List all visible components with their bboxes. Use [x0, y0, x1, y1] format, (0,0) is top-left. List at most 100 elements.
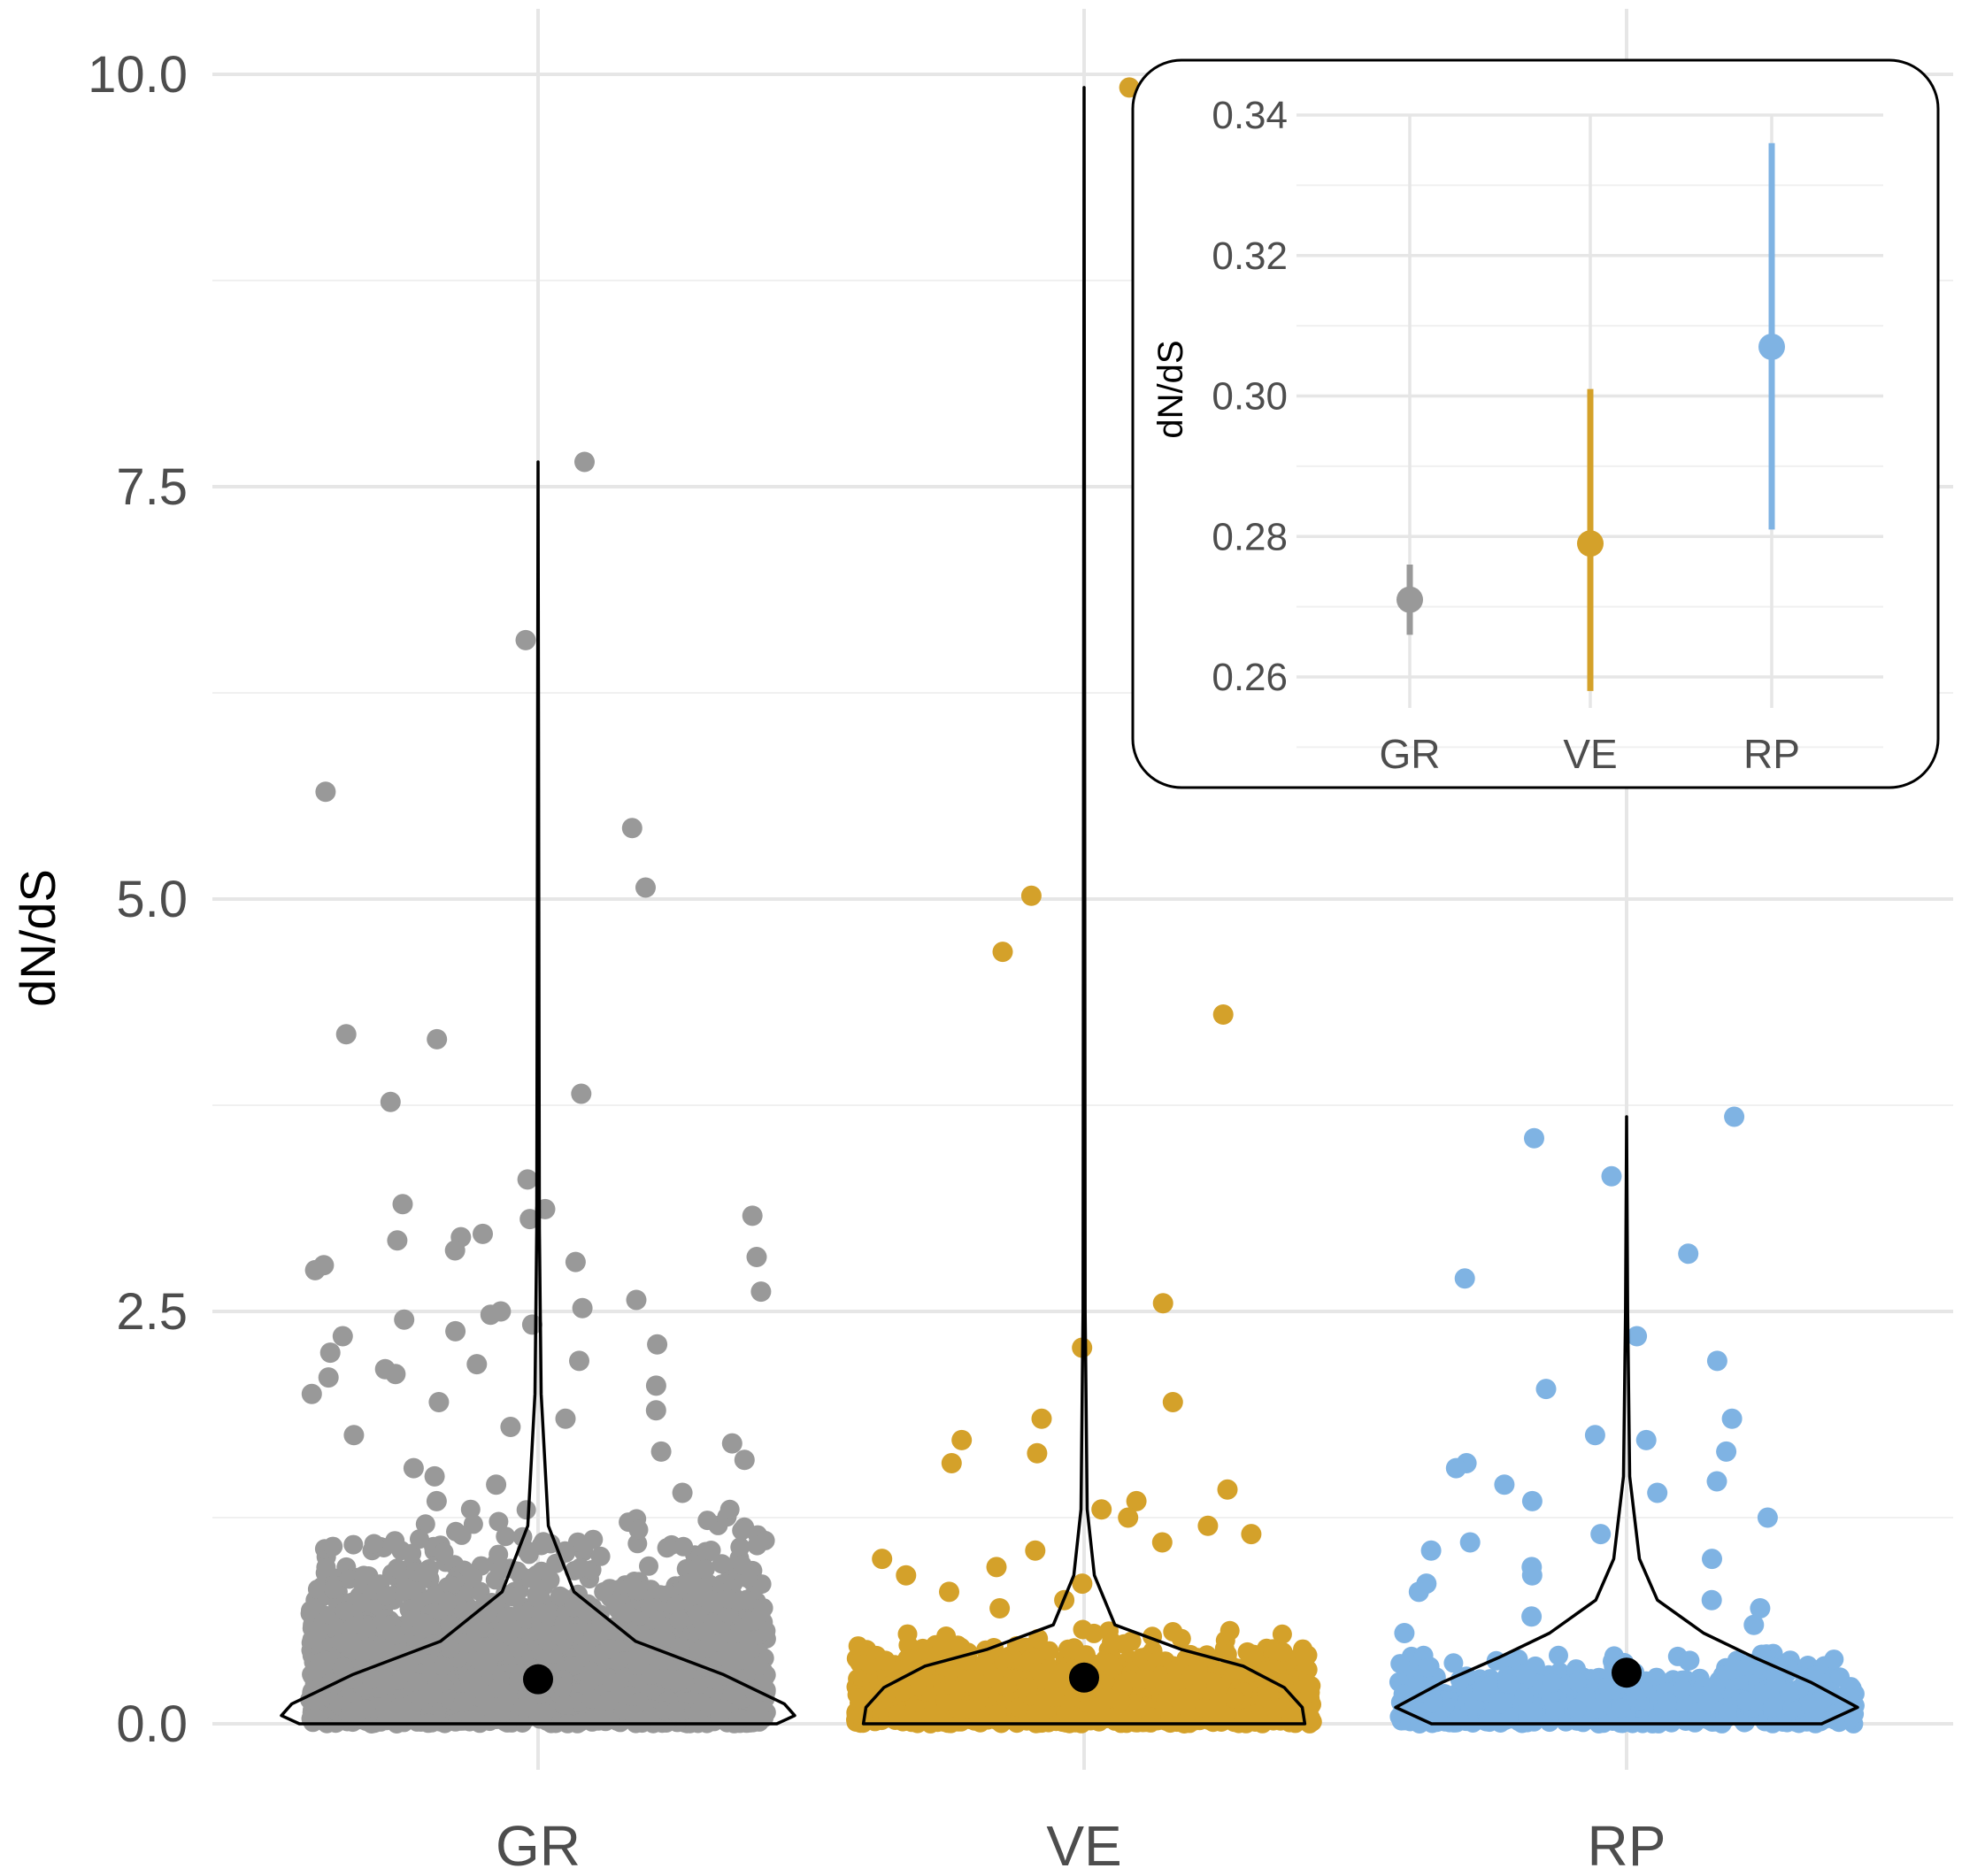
data-point [422, 1683, 442, 1703]
data-point [335, 1601, 355, 1621]
data-point [629, 1655, 650, 1675]
outlier-point [392, 1194, 413, 1215]
data-point [527, 1585, 547, 1605]
data-point [1160, 1706, 1181, 1726]
data-point [552, 1677, 573, 1697]
data-point [960, 1699, 981, 1719]
y-tick-label: 2.5 [116, 1283, 188, 1341]
data-point [388, 1670, 408, 1690]
data-point [848, 1650, 868, 1671]
data-point [581, 1689, 602, 1709]
outlier-point [403, 1457, 424, 1479]
data-point [673, 1536, 694, 1557]
data-point [307, 1579, 327, 1599]
data-point [433, 1656, 453, 1676]
data-point [564, 1623, 584, 1643]
data-point [399, 1658, 419, 1678]
data-point [564, 1597, 584, 1618]
data-point [1417, 1657, 1437, 1678]
outlier-point [621, 818, 642, 839]
data-point [1680, 1650, 1700, 1671]
data-point [624, 1705, 644, 1725]
outlier-point [319, 1342, 341, 1364]
outlier-point [1025, 1540, 1046, 1561]
outlier-point [626, 1289, 647, 1311]
outlier-point [986, 1557, 1007, 1578]
data-point [478, 1656, 498, 1676]
outlier-point [1152, 1293, 1173, 1314]
data-point [689, 1641, 710, 1661]
x-tick-label-gr: GR [496, 1814, 581, 1876]
data-point [719, 1499, 740, 1519]
data-point [508, 1637, 528, 1657]
data-point [440, 1639, 460, 1659]
outlier-point [896, 1565, 917, 1586]
data-point [316, 1557, 336, 1578]
data-point [897, 1624, 918, 1644]
data-point [1049, 1663, 1069, 1683]
data-point [357, 1618, 377, 1638]
data-point [540, 1570, 560, 1590]
x-tick-label-rp: RP [1588, 1814, 1666, 1876]
data-point [391, 1541, 412, 1561]
data-point [736, 1589, 757, 1610]
data-point [657, 1538, 677, 1558]
data-point [305, 1629, 326, 1649]
data-point [628, 1519, 649, 1540]
data-point [686, 1604, 706, 1625]
outlier-point [565, 1251, 586, 1272]
data-point [961, 1669, 981, 1689]
data-point [590, 1546, 611, 1566]
data-point [343, 1534, 364, 1555]
outlier-point [1020, 885, 1042, 906]
data-point [376, 1711, 396, 1731]
data-point [570, 1557, 590, 1578]
outlier-point [466, 1354, 488, 1375]
data-point [555, 1695, 575, 1715]
outlier-point [941, 1453, 962, 1473]
data-point [1266, 1699, 1286, 1718]
data-point [596, 1711, 616, 1732]
data-point [1390, 1654, 1411, 1674]
outlier-point [1151, 1532, 1173, 1553]
data-point [609, 1580, 629, 1600]
data-point [341, 1702, 361, 1722]
data-point [1166, 1659, 1187, 1680]
data-point [1300, 1682, 1320, 1703]
outlier-point [387, 1230, 408, 1251]
data-point [729, 1623, 750, 1643]
outlier-point [1031, 1408, 1052, 1429]
outlier-point [1197, 1515, 1219, 1536]
data-point [732, 1555, 752, 1575]
outlier-point [1118, 1507, 1139, 1528]
data-point [1058, 1639, 1078, 1659]
data-point [712, 1554, 732, 1574]
data-point [493, 1621, 513, 1641]
data-point [749, 1703, 769, 1723]
data-point [496, 1526, 516, 1547]
data-point [1169, 1690, 1189, 1711]
data-point [893, 1681, 912, 1702]
data-point [516, 1500, 536, 1520]
data-point [1295, 1648, 1315, 1668]
data-point [410, 1529, 429, 1549]
data-point [670, 1637, 690, 1657]
data-point [732, 1709, 752, 1729]
data-point [1512, 1664, 1533, 1684]
data-point [1282, 1701, 1303, 1721]
y-tick-label: 5.0 [116, 871, 188, 928]
outlier-point [1241, 1524, 1262, 1545]
data-point [324, 1580, 344, 1599]
data-point [732, 1520, 752, 1541]
outlier-point [1126, 1490, 1147, 1511]
data-point [356, 1699, 376, 1719]
data-point [1220, 1620, 1240, 1641]
data-point [1243, 1644, 1264, 1665]
data-point [480, 1711, 500, 1732]
outlier-point [385, 1364, 406, 1385]
outlier-point [645, 1375, 666, 1396]
data-point [695, 1559, 715, 1580]
outlier-point [1072, 1573, 1093, 1595]
data-point [848, 1636, 868, 1657]
